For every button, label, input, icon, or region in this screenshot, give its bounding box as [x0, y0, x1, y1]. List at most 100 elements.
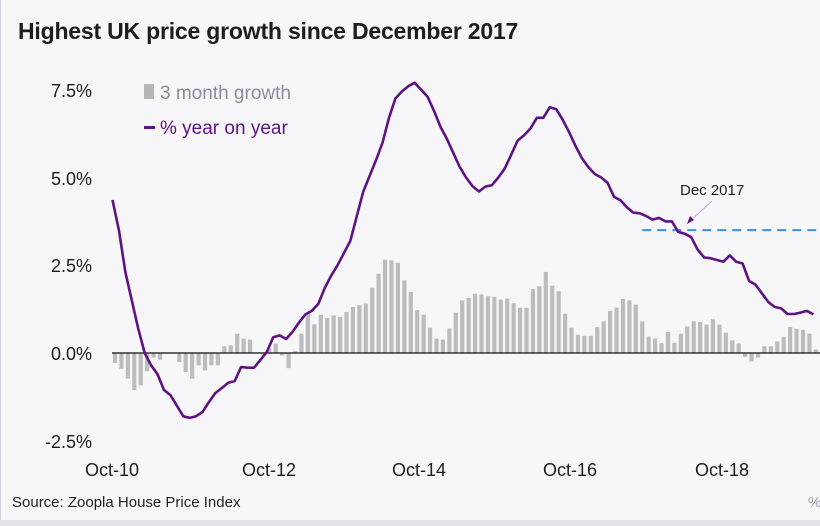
y-tick-label: 0.0%	[51, 344, 92, 364]
bar-3-month-growth	[800, 329, 806, 353]
bar-3-month-growth	[685, 326, 690, 353]
bar-3-month-growth	[530, 289, 536, 353]
bar-3-month-growth	[563, 313, 568, 353]
bar-3-month-growth	[672, 342, 677, 353]
bar-3-month-growth	[498, 299, 503, 353]
bar-3-month-growth	[125, 353, 130, 379]
bar-3-month-growth	[479, 294, 484, 353]
bar-3-month-growth	[659, 343, 664, 353]
annotation-dec-2017: Dec 2017	[680, 182, 744, 224]
bar-3-month-growth	[678, 333, 683, 353]
bar-3-month-growth	[415, 310, 420, 353]
bar-3-month-growth	[788, 327, 793, 353]
bar-3-month-growth	[569, 327, 574, 353]
bar-3-month-growth	[665, 331, 671, 353]
bar-3-month-growth	[395, 262, 401, 353]
bar-3-month-growth	[119, 353, 124, 369]
y-tick-label: 2.5%	[51, 256, 92, 276]
bar-3-month-growth	[112, 353, 118, 363]
bar-3-month-growth	[145, 353, 150, 372]
bar-3-month-growth	[228, 345, 233, 353]
bar-3-month-growth	[357, 305, 362, 353]
bar-3-month-growth	[222, 346, 227, 353]
bar-3-month-growth	[537, 286, 542, 353]
bar-3-month-growth	[376, 273, 381, 353]
legend-bar-swatch	[144, 84, 154, 99]
bar-3-month-growth	[209, 353, 214, 366]
bar-3-month-growth	[505, 298, 510, 353]
bar-3-month-growth	[196, 353, 201, 366]
bar-3-month-growth	[402, 280, 407, 353]
bar-3-month-growth	[588, 335, 593, 353]
bar-3-month-growth	[620, 298, 626, 353]
bar-3-month-growth	[177, 353, 182, 363]
bar-3-month-growth	[440, 339, 446, 353]
bar-3-month-growth	[556, 291, 561, 353]
bar-3-month-growth	[466, 297, 471, 353]
arrow-head-icon	[687, 216, 694, 224]
bar-3-month-growth	[717, 324, 722, 353]
legend-line-swatch	[144, 126, 155, 129]
bar-3-month-growth	[485, 296, 491, 353]
annotation-arrow	[689, 200, 713, 222]
bar-3-month-growth	[389, 260, 394, 353]
bar-3-month-growth	[337, 316, 343, 353]
bar-3-month-growth	[235, 333, 240, 353]
bar-3-month-growth	[614, 307, 619, 353]
bar-3-month-growth	[241, 338, 246, 353]
bar-3-month-growth	[460, 300, 465, 353]
x-tick-label: Oct-10	[85, 460, 139, 480]
x-tick-label: Oct-18	[695, 460, 749, 480]
bar-3-month-growth	[292, 351, 298, 353]
bar-3-month-growth	[653, 338, 658, 353]
bar-3-month-growth	[511, 303, 516, 353]
bar-3-month-growth	[215, 353, 220, 366]
legend: 3 month growth % year on year	[144, 83, 291, 139]
bar-3-month-growth	[710, 319, 716, 353]
bar-3-month-growth	[762, 346, 767, 353]
line-series-year-on-year	[111, 81, 815, 420]
bar-3-month-growth	[781, 336, 786, 353]
bar-3-month-growth	[382, 259, 388, 353]
bar-3-month-growth	[132, 353, 137, 391]
bar-3-month-growth	[517, 307, 523, 353]
bar-3-month-growth	[472, 293, 478, 353]
bar-3-month-growth	[363, 303, 368, 353]
bar-3-month-growth	[138, 353, 143, 386]
bar-3-month-growth	[305, 313, 310, 353]
bar-3-month-growth	[640, 321, 645, 353]
y-tick-label: 5.0%	[51, 169, 92, 189]
bar-3-month-growth	[807, 333, 812, 353]
bar-3-month-growth	[736, 343, 741, 353]
bar-3-month-growth	[421, 314, 426, 353]
bar-3-month-growth	[743, 353, 748, 357]
bar-3-month-growth	[280, 353, 285, 356]
bar-3-month-growth	[299, 333, 304, 353]
bar-3-month-growth	[190, 353, 195, 379]
x-tick-label: Oct-12	[242, 460, 296, 480]
bar-3-month-growth	[633, 304, 638, 353]
bar-3-month-growth	[813, 349, 818, 353]
y-tick-label: -2.5%	[45, 432, 92, 452]
bar-3-month-growth	[723, 332, 728, 353]
x-axis-ticks: Oct-10 Oct-12 Oct-14 Oct-16 Oct-18	[85, 460, 749, 480]
bar-3-month-growth	[575, 334, 581, 353]
x-tick-label: Oct-14	[392, 460, 446, 480]
bar-3-month-growth	[318, 314, 323, 353]
bar-3-month-growth	[151, 353, 156, 358]
x-tick-label: Oct-16	[543, 460, 597, 480]
bar-3-month-growth	[202, 353, 208, 371]
bar-3-month-growth	[427, 327, 433, 353]
bar-3-month-growth	[247, 339, 253, 353]
bar-3-month-growth	[646, 336, 651, 353]
bar-3-month-growth	[157, 353, 163, 360]
legend-label-year-on-year: % year on year	[160, 118, 288, 139]
bar-3-month-growth	[698, 322, 703, 353]
source-note: Source: Zoopla House Price Index	[12, 494, 241, 511]
bar-3-month-growth	[524, 307, 529, 353]
y-axis-ticks: 7.5% 5.0% 2.5% 0.0% -2.5%	[45, 81, 92, 452]
bar-3-month-growth	[492, 296, 497, 353]
bar-3-month-growth	[749, 353, 754, 362]
bar-3-month-growth	[344, 311, 349, 353]
